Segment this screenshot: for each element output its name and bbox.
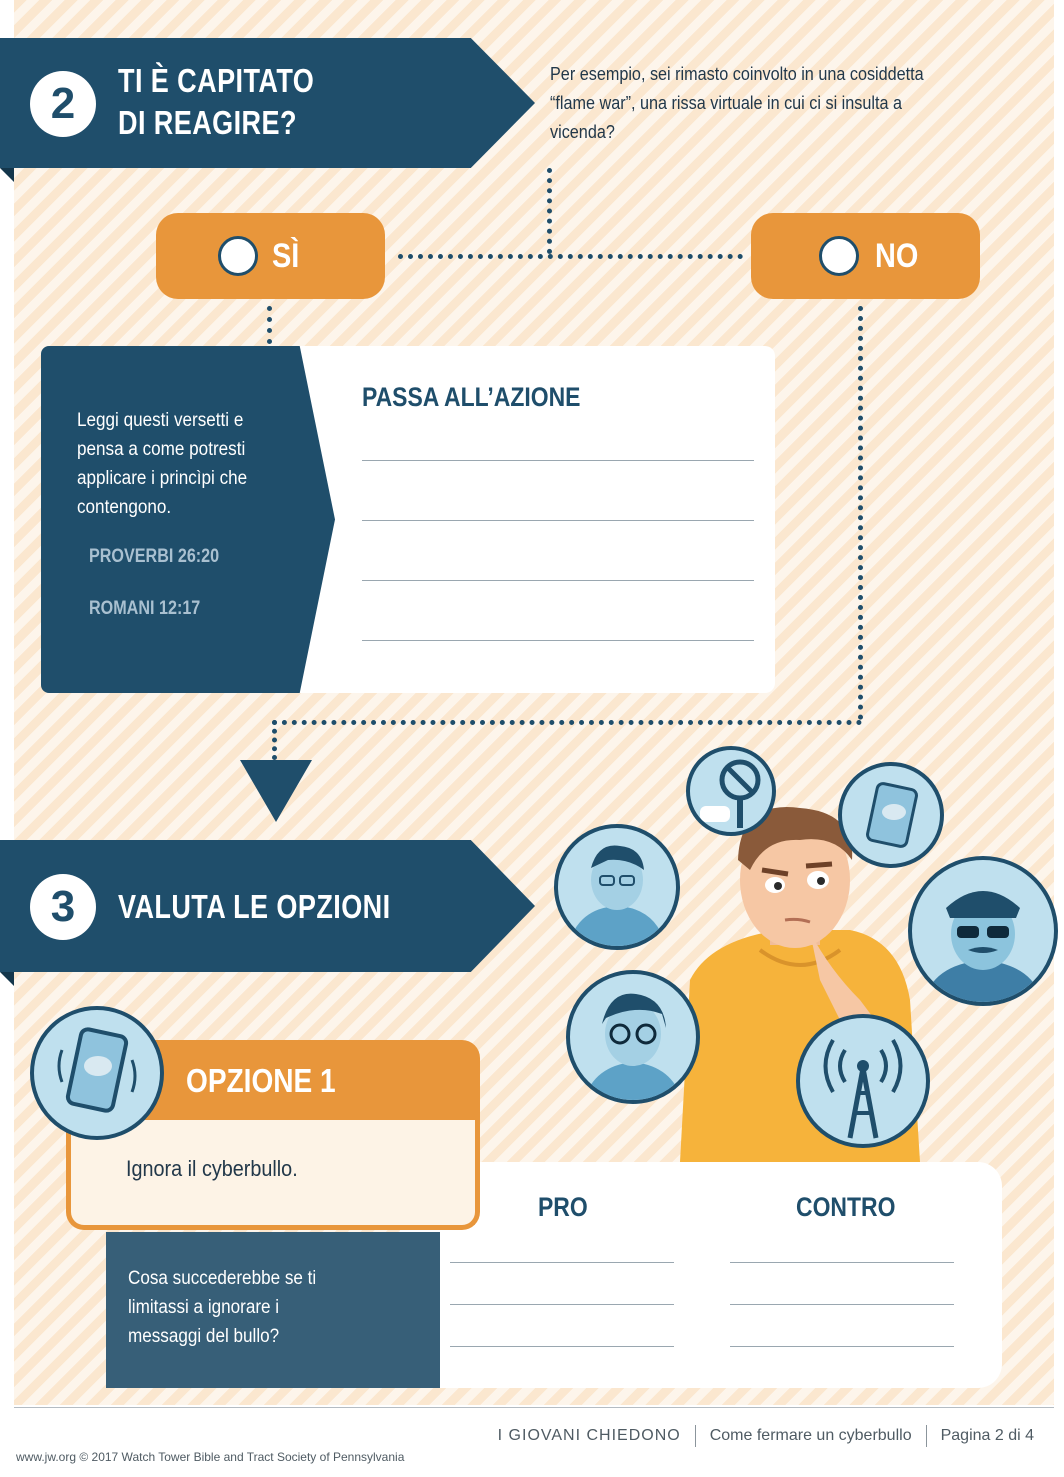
verses-instruction: Leggi questi versetti e pensa a come pot… (77, 410, 248, 518)
contro-label: CONTRO (796, 1192, 896, 1222)
connector-yes-down (267, 306, 272, 344)
write-line[interactable] (362, 580, 754, 581)
section-3-title: VALUTA LE OPZIONI (118, 888, 391, 925)
connector-intro (547, 168, 552, 254)
pro-contro-card (400, 1162, 1002, 1388)
connector-to-arrow (272, 720, 277, 760)
write-line[interactable] (362, 520, 754, 521)
pro-write-line[interactable] (450, 1304, 674, 1305)
man-icon (554, 824, 680, 950)
question-panel (106, 1232, 440, 1388)
banner-fold (0, 972, 14, 986)
signal-tower-icon (796, 1014, 930, 1148)
choice-yes[interactable]: SÌ (156, 213, 385, 299)
pro-write-line[interactable] (450, 1346, 674, 1347)
option-question: Cosa succederebbe se ti limitassi a igno… (128, 1268, 317, 1347)
phone-icon (30, 1006, 164, 1140)
action-heading: PASSA ALL’AZIONE (362, 382, 581, 412)
pro-label: PRO (538, 1192, 588, 1222)
police-officer-icon (908, 856, 1058, 1006)
footer-divider (14, 1407, 1054, 1408)
contro-write-line[interactable] (730, 1262, 954, 1263)
section-2-title-line2: DI REAGIRE? (118, 104, 297, 141)
write-line[interactable] (362, 460, 754, 461)
verse-reference-2: ROMANI 12:17 (89, 598, 201, 619)
choice-yes-label: SÌ (272, 237, 300, 275)
footer-page: Pagina 2 di 4 (940, 1427, 1034, 1444)
banner-fold (0, 168, 14, 182)
contro-write-line[interactable] (730, 1346, 954, 1347)
footer-article: Come fermare un cyberbullo (709, 1427, 912, 1444)
radio-yes[interactable] (218, 236, 258, 276)
connector-bottom (272, 720, 862, 725)
footer-separator (925, 1425, 927, 1447)
down-arrow-icon (240, 760, 312, 822)
option-1-body (66, 1120, 480, 1230)
contro-write-line[interactable] (730, 1304, 954, 1305)
radio-no[interactable] (819, 236, 859, 276)
section-2-intro: Per esempio, sei rimasto coinvolto in un… (550, 64, 924, 142)
option-1-title: OPZIONE 1 (186, 1062, 336, 1099)
footer-series: I GIOVANI CHIEDONO (497, 1427, 681, 1444)
stop-sign-icon (686, 746, 776, 836)
write-line[interactable] (362, 640, 754, 641)
footer-nav: I GIOVANI CHIEDONO Come fermare un cyber… (498, 1425, 1034, 1447)
choice-no[interactable]: NO (751, 213, 980, 299)
pro-write-line[interactable] (450, 1262, 674, 1263)
step-number-3: 3 (30, 874, 96, 940)
verse-reference-1: PROVERBI 26:20 (89, 546, 220, 567)
footer-copyright: www.jw.org © 2017 Watch Tower Bible and … (16, 1450, 405, 1464)
footer-separator (694, 1425, 696, 1447)
choice-no-label: NO (875, 237, 919, 275)
section-2-title-line1: TI È CAPITATO (118, 62, 315, 99)
connector-no-down (858, 306, 863, 720)
woman-icon (566, 970, 700, 1104)
connector-yes-no (398, 254, 743, 259)
verses-panel (41, 346, 335, 693)
option-1-text: Ignora il cyberbullo. (126, 1156, 298, 1181)
step-number-2: 2 (30, 71, 96, 137)
phone-icon (838, 762, 944, 868)
